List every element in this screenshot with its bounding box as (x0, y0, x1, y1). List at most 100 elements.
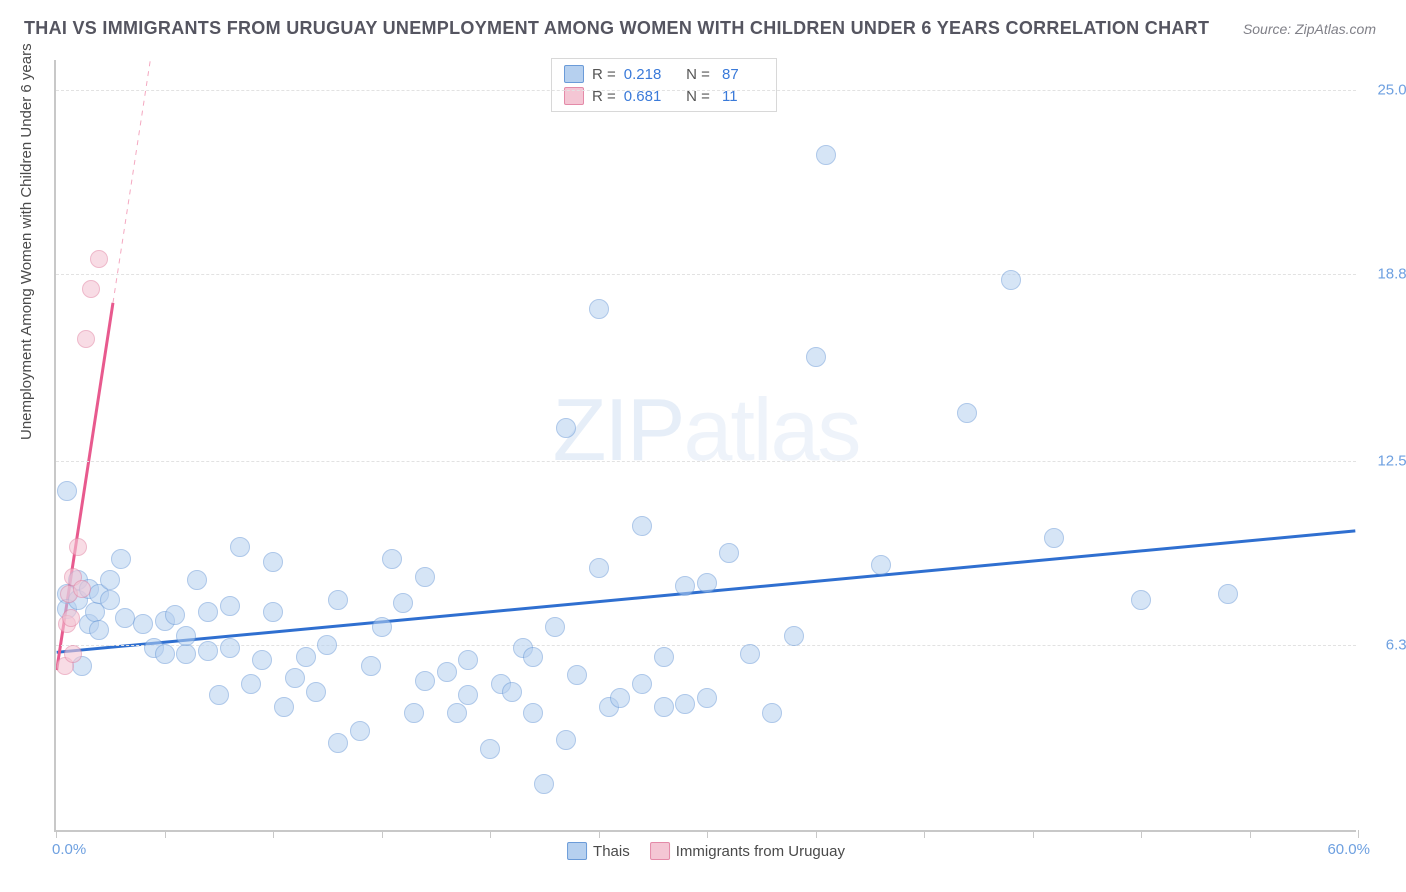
y-tick-label: 18.8% (1360, 265, 1406, 282)
data-point (589, 558, 609, 578)
chart-title: THAI VS IMMIGRANTS FROM URUGUAY UNEMPLOY… (24, 18, 1209, 39)
data-point (176, 644, 196, 664)
legend-r-label: R = (592, 66, 616, 83)
data-point (198, 602, 218, 622)
data-point (523, 703, 543, 723)
legend-correlation: R = 0.218 N = 87 R =0.681 N = 11 (551, 58, 777, 112)
legend-row: R =0.681 N = 11 (564, 85, 764, 107)
gridline (56, 90, 1356, 91)
data-point (589, 299, 609, 319)
legend-n-value: 87 (718, 66, 764, 83)
data-point (187, 570, 207, 590)
header: THAI VS IMMIGRANTS FROM URUGUAY UNEMPLOY… (0, 0, 1406, 51)
data-point (871, 555, 891, 575)
x-tick (56, 830, 57, 838)
x-tick (382, 830, 383, 838)
x-tick (1250, 830, 1251, 838)
data-point (57, 481, 77, 501)
data-point (230, 537, 250, 557)
data-point (133, 614, 153, 634)
data-point (69, 538, 87, 556)
y-tick-label: 6.3% (1360, 636, 1406, 653)
data-point (447, 703, 467, 723)
data-point (361, 656, 381, 676)
data-point (806, 347, 826, 367)
data-point (610, 688, 630, 708)
data-point (458, 685, 478, 705)
data-point (957, 403, 977, 423)
x-tick (816, 830, 817, 838)
legend-series-item: Immigrants from Uruguay (650, 842, 845, 860)
y-axis-label: Unemployment Among Women with Children U… (18, 43, 35, 440)
data-point (100, 590, 120, 610)
legend-series: Thais Immigrants from Uruguay (567, 842, 845, 860)
x-tick (490, 830, 491, 838)
x-axis-min-label: 0.0% (52, 841, 86, 858)
data-point (64, 645, 82, 663)
data-point (393, 593, 413, 613)
data-point (89, 620, 109, 640)
data-point (556, 418, 576, 438)
legend-swatch (564, 65, 584, 83)
y-tick-label: 12.5% (1360, 452, 1406, 469)
legend-n-label: N = (678, 66, 710, 83)
data-point (762, 703, 782, 723)
data-point (415, 671, 435, 691)
data-point (317, 635, 337, 655)
watermark: ZIPatlas (553, 379, 860, 481)
data-point (816, 145, 836, 165)
data-point (404, 703, 424, 723)
gridline (56, 461, 1356, 462)
data-point (437, 662, 457, 682)
data-point (654, 647, 674, 667)
data-point (306, 682, 326, 702)
data-point (77, 330, 95, 348)
x-tick (1358, 830, 1359, 838)
x-axis-max-label: 60.0% (1327, 841, 1370, 858)
legend-series-item: Thais (567, 842, 630, 860)
x-tick (707, 830, 708, 838)
data-point (155, 644, 175, 664)
data-point (675, 694, 695, 714)
data-point (567, 665, 587, 685)
data-point (263, 602, 283, 622)
data-point (73, 580, 91, 598)
x-tick (599, 830, 600, 838)
data-point (719, 543, 739, 563)
data-point (415, 567, 435, 587)
x-tick (165, 830, 166, 838)
data-point (82, 280, 100, 298)
data-point (209, 685, 229, 705)
source-label: Source: ZipAtlas.com (1243, 21, 1376, 37)
y-tick-label: 25.0% (1360, 81, 1406, 98)
data-point (176, 626, 196, 646)
data-point (111, 549, 131, 569)
x-tick (273, 830, 274, 838)
data-point (382, 549, 402, 569)
data-point (90, 250, 108, 268)
data-point (675, 576, 695, 596)
data-point (697, 573, 717, 593)
data-point (632, 674, 652, 694)
legend-series-label: Immigrants from Uruguay (676, 843, 845, 860)
trend-lines (56, 60, 1356, 830)
gridline (56, 645, 1356, 646)
data-point (274, 697, 294, 717)
data-point (1001, 270, 1021, 290)
data-point (556, 730, 576, 750)
data-point (252, 650, 272, 670)
gridline (56, 274, 1356, 275)
data-point (523, 647, 543, 667)
data-point (285, 668, 305, 688)
data-point (784, 626, 804, 646)
data-point (328, 590, 348, 610)
data-point (1218, 584, 1238, 604)
legend-r-value: 0.218 (624, 66, 670, 83)
x-tick (924, 830, 925, 838)
legend-swatch (650, 842, 670, 860)
data-point (350, 721, 370, 741)
data-point (198, 641, 218, 661)
data-point (263, 552, 283, 572)
data-point (296, 647, 316, 667)
data-point (220, 596, 240, 616)
